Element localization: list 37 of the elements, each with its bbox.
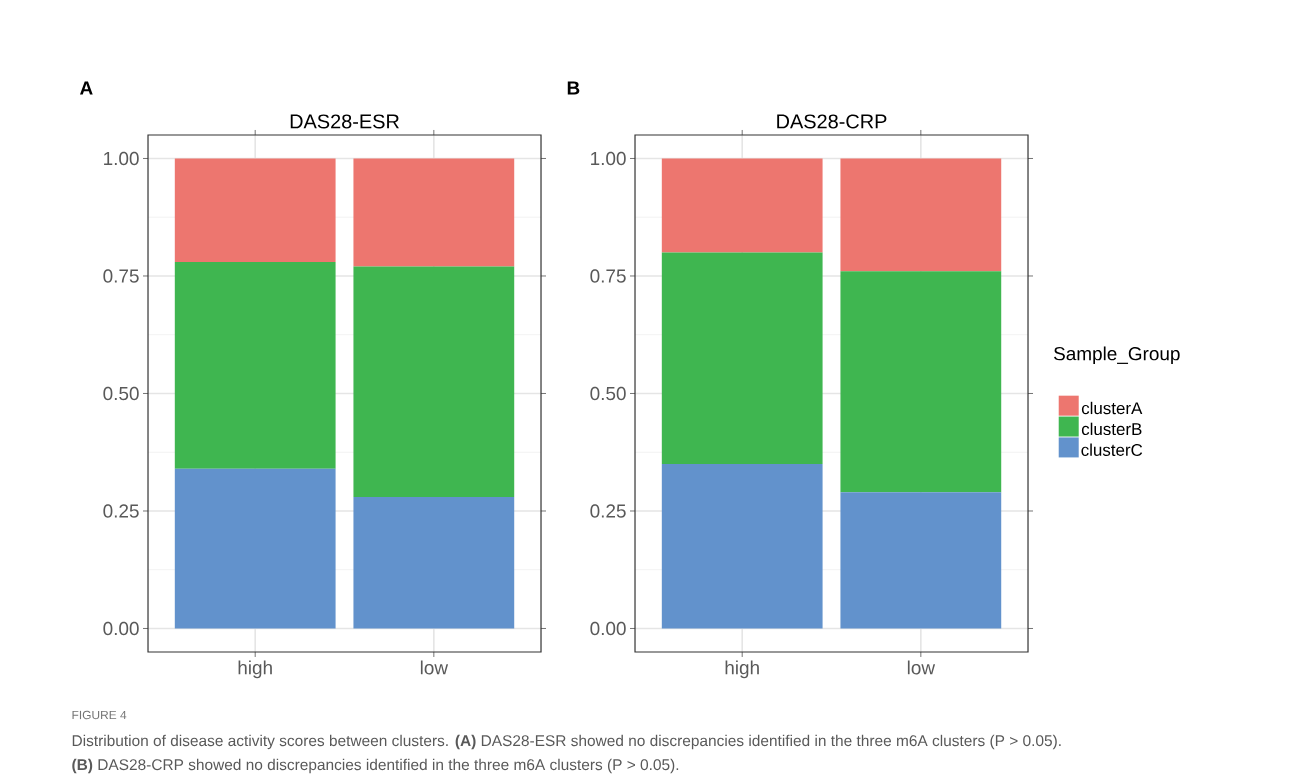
- y-tick-label: 1.00: [591, 151, 626, 166]
- text: A: [80, 81, 93, 95]
- y-tick-label: 0.00: [590, 621, 626, 636]
- bar: [353, 266, 515, 497]
- text: Distribution of disease activity scores between clusters. (A) DAS28-ESR showed no discrepancies identified in the three m6A clusters (P > 0.05).: [72, 734, 1061, 750]
- text: (B) DAS28-CRP showed no discrepancies identified in the three m6A clusters (P > 0.05).: [72, 758, 679, 774]
- x-tick-label: low: [907, 660, 936, 675]
- chart-title: DAS28-ESR: [290, 114, 399, 129]
- bar: [840, 158, 1002, 272]
- y-tick-label: 0.75: [590, 269, 626, 283]
- chart-title: DAS28-CRP: [777, 114, 887, 129]
- y-tick-label: 0.25: [590, 504, 626, 518]
- bar: [174, 261, 336, 469]
- x-tick-label: low: [420, 660, 449, 675]
- bar: [353, 496, 515, 629]
- legend-label: clusterB: [1081, 422, 1142, 436]
- y-tick-label: 0.75: [103, 269, 139, 283]
- bar: [840, 492, 1002, 629]
- bar: [661, 463, 823, 629]
- y-tick-label: 1.00: [104, 151, 139, 166]
- y-tick-label: 0.50: [103, 386, 139, 401]
- legend-label: clusterC: [1081, 443, 1143, 456]
- y-tick-label: 0.25: [103, 504, 139, 518]
- text: B: [567, 81, 580, 95]
- legend-title: Sample_Group: [1054, 346, 1180, 365]
- bar: [353, 158, 515, 267]
- y-tick-label: 0.00: [103, 621, 139, 636]
- caption: FIGURE 4: [72, 710, 127, 720]
- bar: [174, 468, 336, 629]
- bar: [661, 158, 823, 253]
- x-tick-label: high: [238, 660, 272, 679]
- y-tick-label: 0.50: [590, 386, 626, 401]
- legend-label: clusterA: [1081, 401, 1143, 415]
- bar: [661, 252, 823, 464]
- bar: [174, 158, 336, 262]
- bar: [840, 271, 1002, 493]
- x-tick-label: high: [725, 660, 759, 679]
